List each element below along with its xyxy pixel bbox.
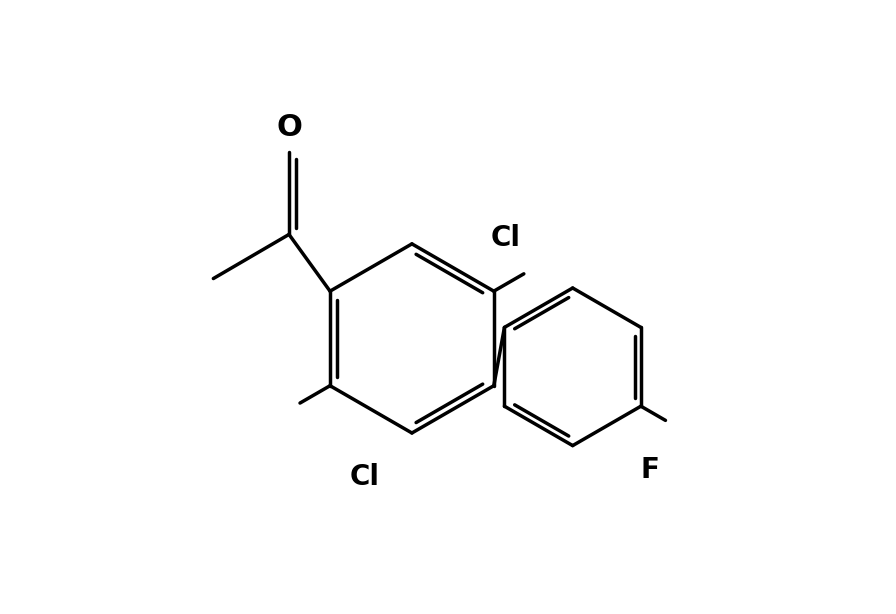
- Text: Cl: Cl: [349, 463, 380, 491]
- Text: Cl: Cl: [491, 223, 521, 252]
- Text: O: O: [276, 113, 302, 142]
- Text: F: F: [640, 456, 659, 484]
